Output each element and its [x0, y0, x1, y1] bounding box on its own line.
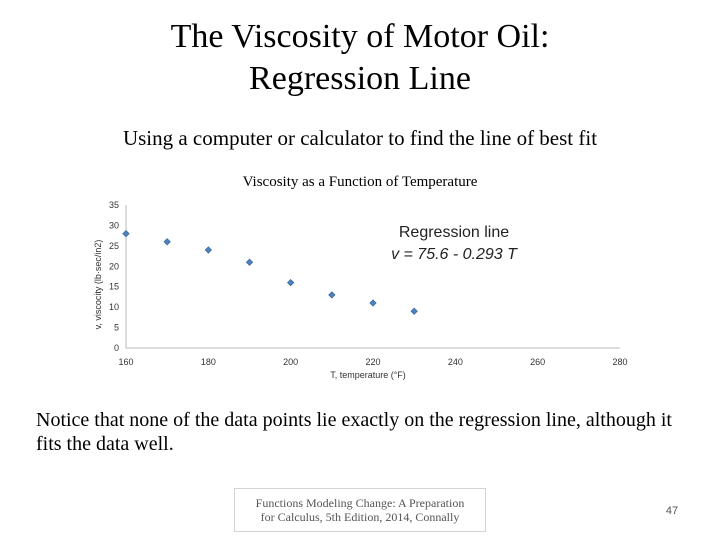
data-points	[122, 229, 418, 315]
slide-title-line-2: Regression Line	[249, 60, 471, 97]
x-tick-label: 220	[365, 357, 380, 367]
slide-title-line-1: The Viscosity of Motor Oil:	[170, 18, 550, 55]
x-tick-label: 240	[448, 357, 463, 367]
slide-subtitle: Using a computer or calculator to find t…	[122, 126, 598, 150]
y-tick-label: 5	[114, 323, 119, 333]
y-tick-label: 25	[109, 241, 119, 251]
data-point	[287, 279, 295, 287]
y-tick-label: 15	[109, 282, 119, 292]
data-point	[204, 246, 212, 254]
footer-citation: Functions Modeling Change: A Preparation…	[234, 488, 486, 532]
regression-annotation-line-2: v = 75.6 - 0.293 T	[391, 246, 518, 263]
chart-title: Viscosity as a Function of Temperature	[243, 174, 478, 190]
regression-annotation-line-1: Regression line	[399, 224, 509, 241]
data-point	[122, 229, 130, 238]
y-tick-labels: 0 5 10 15 20 25 30 35	[109, 200, 119, 353]
y-tick-label: 30	[109, 220, 119, 230]
page-number: 47	[665, 505, 679, 517]
y-tick-label: 35	[109, 200, 119, 210]
data-point	[369, 299, 377, 307]
x-tick-label: 160	[118, 357, 133, 367]
x-tick-label: 260	[530, 357, 545, 367]
y-tick-label: 20	[109, 261, 119, 271]
data-point	[410, 307, 418, 315]
x-tick-label: 180	[201, 357, 216, 367]
slide-title: The Viscosity of Motor Oil: Regression L…	[0, 16, 720, 100]
x-tick-labels: 160 180 200 220 240 260 280	[118, 357, 627, 367]
data-point	[163, 238, 171, 246]
data-point	[328, 291, 336, 299]
data-point	[245, 258, 254, 266]
x-tick-label: 200	[283, 357, 298, 367]
y-tick-label: 10	[109, 302, 119, 312]
y-tick-label: 0	[114, 343, 119, 353]
slide-note: Notice that none of the data points lie …	[36, 409, 672, 455]
footer-line-1: Functions Modeling Change: A Preparation	[255, 496, 465, 510]
x-tick-label: 280	[612, 357, 627, 367]
x-axis-label: T, temperature (°F)	[330, 370, 406, 380]
scatter-chart: Viscosity as a Function of Temperature 0…	[93, 174, 628, 380]
y-axis-label: v, viscocity (lb·sec/in2)	[93, 240, 103, 330]
footer-line-2: for Calculus, 5th Edition, 2014, Connall…	[260, 510, 460, 524]
